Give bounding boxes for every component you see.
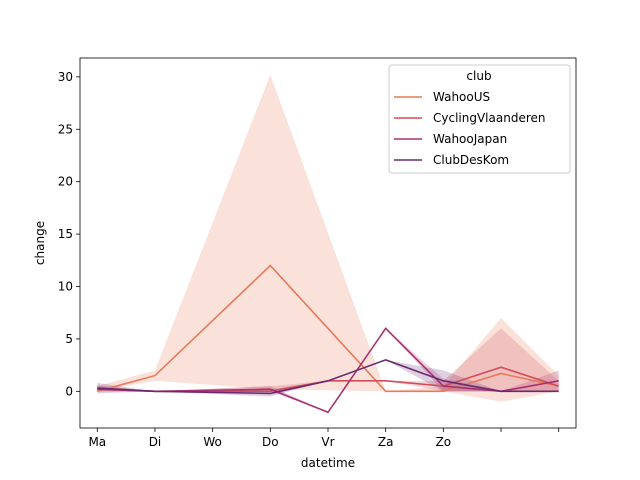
x-tick-label: Di (149, 435, 162, 449)
legend-label: WahooUS (433, 90, 490, 104)
y-axis-label: change (33, 221, 47, 265)
series-line-0 (97, 264, 559, 393)
x-tick-label: Vr (321, 435, 334, 449)
x-axis-ticks: Ma Di Wo Do Vr Za Zo (88, 428, 560, 449)
y-tick-label: 30 (58, 70, 73, 84)
series-line-3 (97, 359, 559, 395)
legend-label: CyclingVlaanderen (433, 111, 545, 125)
y-axis-ticks: 0 5 10 15 20 25 30 (58, 70, 80, 398)
y-tick-label: 5 (65, 332, 73, 346)
y-tick-label: 0 (65, 384, 73, 398)
legend-label: WahooJapan (433, 132, 507, 146)
legend-label: ClubDesKom (433, 153, 509, 167)
y-tick-label: 15 (58, 227, 73, 241)
y-tick-label: 10 (58, 279, 73, 293)
confidence-band-3 (97, 359, 559, 397)
legend-frame (388, 64, 571, 174)
confidence-band-1 (97, 328, 559, 392)
y-tick-label: 20 (58, 175, 73, 189)
x-axis-label: datetime (301, 456, 355, 470)
x-tick-label: Wo (203, 435, 222, 449)
legend: club WahooUS CyclingVlaanderen WahooJapan C… (388, 64, 571, 174)
y-tick-label: 25 (58, 122, 73, 136)
series-lines (97, 264, 559, 414)
x-tick-label: Za (378, 435, 394, 449)
x-tick-label: Zo (436, 435, 452, 449)
x-tick-label: Do (262, 435, 279, 449)
x-tick-label: Ma (88, 435, 106, 449)
legend-title: club (466, 69, 491, 83)
legend-items: WahooUS CyclingVlaanderen WahooJapan ClubDe… (394, 90, 545, 167)
